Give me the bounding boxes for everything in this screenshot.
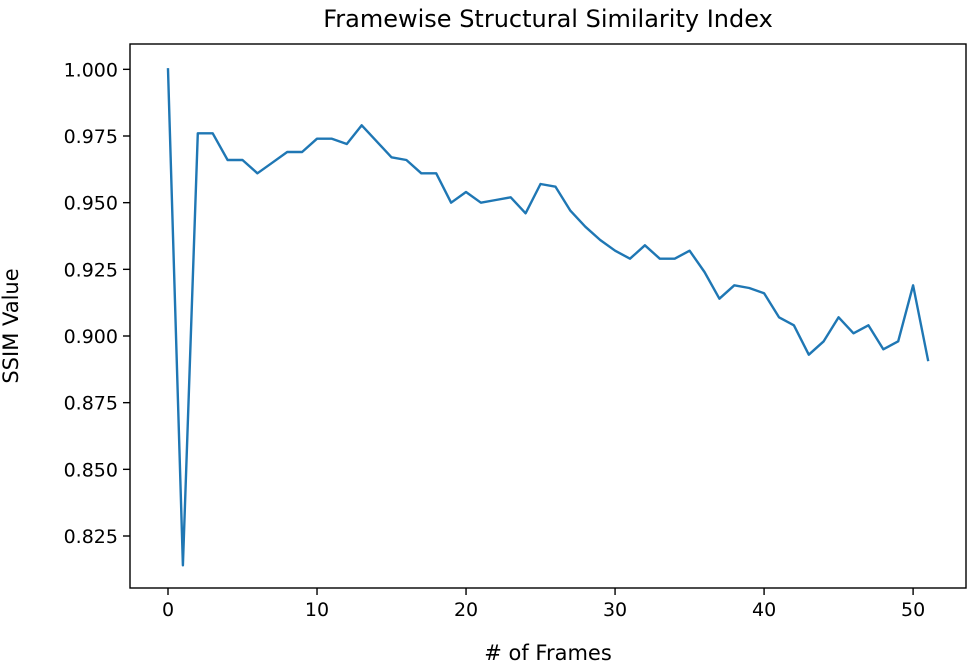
y-tick-label: 0.950: [64, 193, 118, 215]
x-tick-label: 10: [305, 599, 329, 621]
x-tick-label: 20: [454, 599, 478, 621]
x-tick-label: 30: [603, 599, 627, 621]
y-tick-label: 0.875: [64, 393, 118, 415]
series-line: [166, 68, 930, 567]
x-axis-label: # of Frames: [484, 641, 612, 665]
y-tick-label: 1.000: [64, 59, 118, 81]
y-tick-label: 0.850: [64, 459, 118, 481]
y-axis-label: SSIM Value: [0, 268, 23, 383]
x-tick-label: 40: [752, 599, 776, 621]
y-tick-label: 0.825: [64, 526, 118, 548]
plot-area: 0 10 20 30 40 50 0.825 0.850 0.875 0.900 0.925 0.95…: [64, 43, 967, 621]
y-tick-label: 0.925: [64, 259, 118, 281]
x-tick-label: 50: [901, 599, 925, 621]
y-tick-label: 0.975: [64, 126, 118, 148]
x-tick-label: 0: [162, 599, 174, 621]
chart-title: Framewise Structural Similarity Index: [323, 5, 773, 33]
y-tick-label: 0.900: [64, 326, 118, 348]
plot-frame: [129, 43, 967, 589]
